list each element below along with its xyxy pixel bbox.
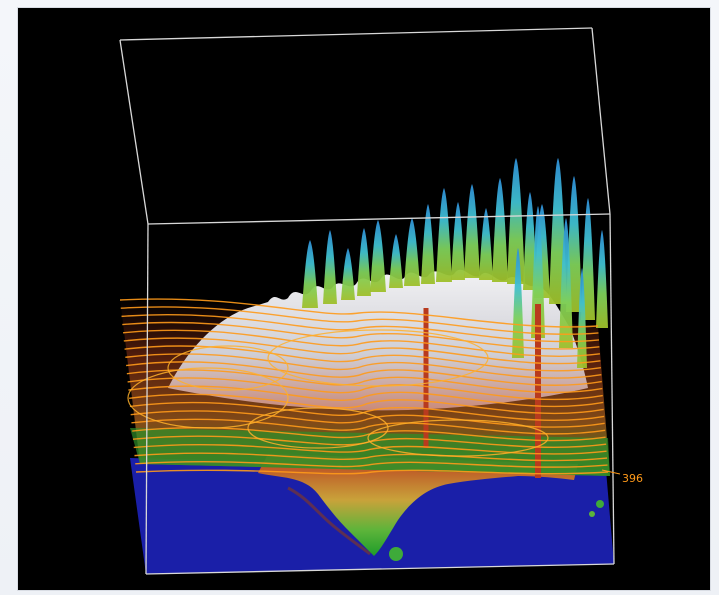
plume-spike-22	[512, 248, 524, 358]
plume-spike-5	[389, 234, 403, 288]
plume-spike-4	[370, 220, 386, 292]
plume-spike-9	[451, 202, 465, 280]
isosurface-plumes	[302, 158, 608, 478]
contour-line-21	[135, 469, 609, 475]
contour-line-4	[122, 329, 600, 357]
contour-line-2	[121, 313, 600, 343]
contour-line-13	[129, 401, 605, 421]
volume-scene[interactable]: 396	[18, 8, 710, 590]
slab-green-band	[130, 428, 610, 476]
plume-spike-21	[559, 218, 573, 348]
contour-line-7	[125, 353, 602, 379]
plume-spike-6	[404, 218, 420, 286]
plume-spike-14	[523, 192, 537, 290]
contour-line-5	[123, 337, 601, 365]
plume-spike-10	[464, 184, 480, 278]
plume-spike-19	[596, 230, 608, 328]
plume-spike-23	[577, 268, 587, 368]
plume-stem-0	[535, 304, 541, 478]
contour-line-3	[122, 321, 600, 350]
plume-spike-12	[492, 178, 508, 282]
island-small-2	[589, 511, 595, 517]
contour-line-10	[127, 377, 603, 401]
contour-line-16	[132, 426, 606, 442]
plume-spike-0	[302, 240, 318, 308]
island-sri-lanka	[389, 547, 403, 561]
contour-line-11	[128, 385, 604, 408]
contour-line-20	[135, 461, 608, 468]
plume-spike-7	[421, 204, 435, 284]
contour-line-9	[126, 369, 603, 394]
plume-spike-13	[507, 158, 525, 284]
plume-spike-11	[479, 208, 493, 280]
contour-line-8	[126, 361, 602, 386]
isosurface-white	[168, 269, 588, 411]
contour-line-12	[129, 393, 604, 415]
contour-lines	[119, 298, 609, 475]
plume-spike-8	[436, 188, 452, 282]
terrain-landmass	[258, 454, 578, 556]
plume-spike-20	[531, 206, 545, 338]
contour-loop-3	[367, 419, 549, 457]
contour-line-14	[130, 410, 605, 428]
plume-spike-1	[323, 230, 337, 304]
plume-stem-1	[423, 308, 429, 448]
contour-loop-4	[267, 329, 489, 387]
contour-line-1	[120, 306, 599, 335]
contour-line-0	[119, 298, 599, 328]
contour-line-19	[134, 452, 608, 462]
bounding-box	[119, 27, 615, 575]
contour-label-leader	[601, 469, 621, 475]
contour-line-18	[133, 443, 607, 455]
contour-line-15	[131, 418, 606, 435]
3d-viewport[interactable]: 396	[18, 8, 710, 590]
island-small	[596, 500, 604, 508]
plume-spike-3	[357, 228, 371, 296]
plume-spike-18	[581, 198, 595, 320]
contour-line-6	[124, 345, 601, 372]
terrain-ridge	[287, 486, 371, 556]
contour-loop-2	[247, 407, 389, 449]
plume-spike-2	[341, 248, 355, 300]
contour-loop-0	[167, 345, 289, 391]
contour-loop-1	[127, 367, 289, 429]
contour-label: 396	[622, 472, 643, 485]
